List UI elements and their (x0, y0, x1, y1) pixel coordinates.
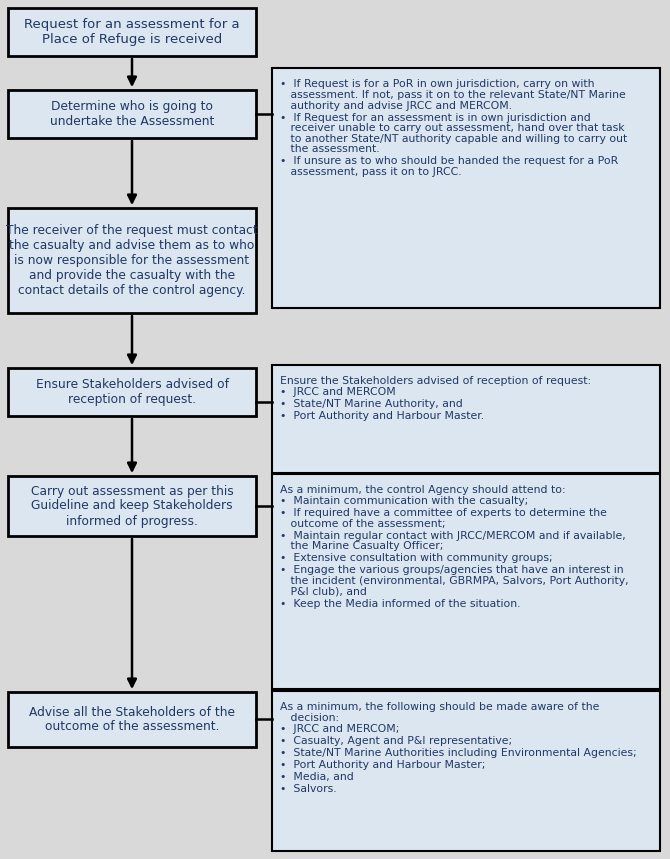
Text: the Marine Casualty Officer;: the Marine Casualty Officer; (280, 541, 444, 551)
Text: assessment, pass it on to JRCC.: assessment, pass it on to JRCC. (280, 167, 462, 177)
Text: the incident (environmental, GBRMPA, Salvors, Port Authority,: the incident (environmental, GBRMPA, Sal… (280, 576, 628, 586)
Bar (272, 68, 660, 308)
Text: •  Maintain communication with the casualty;: • Maintain communication with the casual… (280, 496, 528, 506)
Text: As a minimum, the following should be made aware of the: As a minimum, the following should be ma… (280, 703, 600, 712)
Text: •  JRCC and MERCOM: • JRCC and MERCOM (280, 387, 396, 397)
Text: outcome of the assessment;: outcome of the assessment; (280, 519, 446, 528)
Text: •  If Request for an assessment is in own jurisdiction and: • If Request for an assessment is in own… (280, 113, 591, 123)
Text: authority and advise JRCC and MERCOM.: authority and advise JRCC and MERCOM. (280, 101, 512, 111)
Bar (8, 476, 256, 536)
Text: •  Extensive consultation with community groups;: • Extensive consultation with community … (280, 553, 553, 564)
Text: •  Keep the Media informed of the situation.: • Keep the Media informed of the situati… (280, 599, 521, 609)
Bar (272, 365, 660, 473)
Text: The receiver of the request must contact
the casualty and advise them as to who
: The receiver of the request must contact… (6, 224, 258, 297)
Text: •  If unsure as to who should be handed the request for a PoR: • If unsure as to who should be handed t… (280, 156, 618, 167)
Bar (8, 208, 256, 313)
Text: •  Media, and: • Media, and (280, 772, 354, 782)
Text: •  JRCC and MERCOM;: • JRCC and MERCOM; (280, 723, 399, 734)
Bar (272, 474, 660, 689)
Text: •  Port Authority and Harbour Master;: • Port Authority and Harbour Master; (280, 760, 485, 770)
Bar (8, 692, 256, 747)
Text: decision:: decision: (280, 713, 339, 723)
Text: the assessment.: the assessment. (280, 144, 380, 155)
Text: •  If required have a committee of experts to determine the: • If required have a committee of expert… (280, 509, 607, 518)
Text: •  Salvors.: • Salvors. (280, 784, 336, 794)
Text: •  If Request is for a PoR in own jurisdiction, carry on with: • If Request is for a PoR in own jurisdi… (280, 80, 594, 89)
Text: Carry out assessment as per this
Guideline and keep Stakeholders
informed of pro: Carry out assessment as per this Guideli… (31, 484, 233, 527)
Text: •  Maintain regular contact with JRCC/MERCOM and if available,: • Maintain regular contact with JRCC/MER… (280, 531, 626, 540)
Text: As a minimum, the control Agency should attend to:: As a minimum, the control Agency should … (280, 485, 565, 496)
Text: Determine who is going to
undertake the Assessment: Determine who is going to undertake the … (50, 100, 214, 128)
Text: •  State/NT Marine Authority, and: • State/NT Marine Authority, and (280, 399, 463, 409)
Text: receiver unable to carry out assessment, hand over that task: receiver unable to carry out assessment,… (280, 123, 624, 133)
Text: •  Port Authority and Harbour Master.: • Port Authority and Harbour Master. (280, 411, 484, 421)
Text: •  Casualty, Agent and P&I representative;: • Casualty, Agent and P&I representative… (280, 735, 512, 746)
Text: •  State/NT Marine Authorities including Environmental Agencies;: • State/NT Marine Authorities including … (280, 747, 636, 758)
Text: to another State/NT authority capable and willing to carry out: to another State/NT authority capable an… (280, 134, 627, 143)
Bar (8, 90, 256, 138)
Bar (8, 368, 256, 416)
Bar (8, 8, 256, 56)
Bar (272, 691, 660, 851)
Text: Request for an assessment for a
Place of Refuge is received: Request for an assessment for a Place of… (24, 18, 240, 46)
Text: Ensure the Stakeholders advised of reception of request:: Ensure the Stakeholders advised of recep… (280, 376, 591, 387)
Text: •  Engage the various groups/agencies that have an interest in: • Engage the various groups/agencies tha… (280, 565, 624, 576)
Text: Advise all the Stakeholders of the
outcome of the assessment.: Advise all the Stakeholders of the outco… (29, 705, 235, 734)
Text: P&I club), and: P&I club), and (280, 587, 367, 596)
Text: assessment. If not, pass it on to the relevant State/NT Marine: assessment. If not, pass it on to the re… (280, 90, 626, 100)
Text: Ensure Stakeholders advised of
reception of request.: Ensure Stakeholders advised of reception… (36, 378, 228, 406)
